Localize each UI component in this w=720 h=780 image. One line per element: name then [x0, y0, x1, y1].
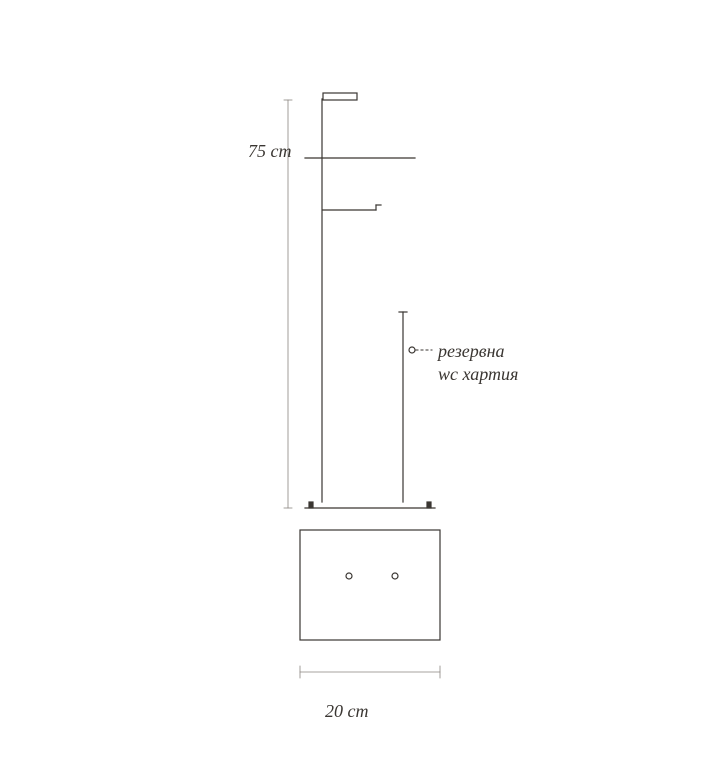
spare-label-line1: резервна: [438, 341, 505, 361]
spare-label-line2: wc хартия: [438, 364, 518, 384]
dim-horizontal: [300, 666, 440, 678]
top-cap: [323, 93, 357, 100]
top-view-dot-2: [392, 573, 398, 579]
top-view-rect: [300, 530, 440, 640]
technical-drawing-svg: [0, 0, 720, 780]
spare-label: резервна wc хартия: [438, 340, 518, 387]
spare-dot: [409, 347, 415, 353]
height-label: 75 cm: [248, 140, 292, 163]
foot-right: [427, 502, 431, 508]
diagram-container: 75 cm 20 cm резервна wc хартия: [0, 0, 720, 780]
foot-left: [309, 502, 313, 508]
width-label: 20 cm: [325, 700, 369, 723]
top-view-dot-1: [346, 573, 352, 579]
